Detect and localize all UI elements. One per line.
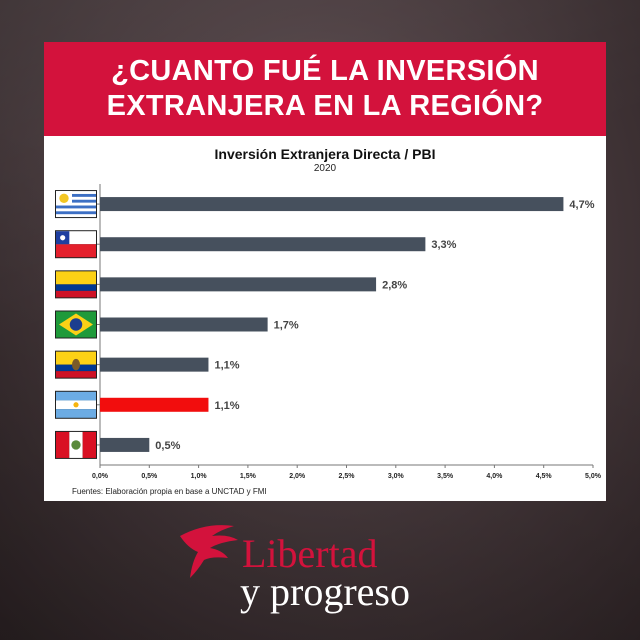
x-tick-label: 1,5% xyxy=(240,473,257,480)
bar-argentina xyxy=(100,397,209,412)
brand-line-1: Libertad xyxy=(242,531,378,576)
bar-colombia xyxy=(100,277,377,292)
x-tick-label: 4,5% xyxy=(536,473,553,480)
brazil-flag xyxy=(55,310,97,339)
x-tick-label: 3,0% xyxy=(388,473,405,480)
x-tick-label: 2,5% xyxy=(339,473,356,480)
x-tick-label: 4,0% xyxy=(486,473,503,480)
value-label-uruguay: 4,7% xyxy=(569,199,594,211)
uruguay-flag xyxy=(55,190,97,219)
value-label-argentina: 1,1% xyxy=(214,400,239,412)
brand-logo: Libertad y progreso xyxy=(176,512,476,614)
title-banner: ¿CUANTO FUÉ LA INVERSIÓN EXTRANJERA EN L… xyxy=(44,42,606,136)
argentina-flag xyxy=(55,390,97,419)
bar-brasil xyxy=(100,317,268,332)
bar-perú xyxy=(100,437,150,452)
value-label-ecuador: 1,1% xyxy=(214,360,239,372)
bar-ecuador xyxy=(100,357,209,372)
value-label-perú: 0,5% xyxy=(155,440,180,452)
chart-source: Fuentes: Elaboración propia en base a UN… xyxy=(72,487,267,496)
bar-chart: 4,7% 3,3% 2,8% 1,7% 1,1% 1,1% 0,5% 0,0% 0,5% 1,0%… xyxy=(55,184,602,480)
colombia-flag xyxy=(55,270,97,299)
brand-line-2: y progreso xyxy=(240,569,410,614)
ecuador-flag xyxy=(55,350,97,379)
x-tick-label: 5,0% xyxy=(585,473,602,480)
chart-title: Inversión Extranjera Directa / PBI xyxy=(214,146,436,162)
peru-flag xyxy=(55,430,97,459)
bar-chile xyxy=(100,237,426,252)
value-label-colombia: 2,8% xyxy=(382,279,407,291)
x-tick-label: 0,5% xyxy=(141,473,158,480)
value-label-brasil: 1,7% xyxy=(274,320,299,332)
value-label-chile: 3,3% xyxy=(431,239,456,251)
chile-flag xyxy=(55,230,97,259)
x-tick-label: 0,0% xyxy=(92,473,109,480)
chart-subtitle: 2020 xyxy=(313,163,337,174)
x-tick-label: 3,5% xyxy=(437,473,454,480)
bar-uruguay xyxy=(100,197,564,212)
title-line-2: EXTRANJERA EN LA REGIÓN? xyxy=(106,90,544,122)
x-tick-label: 1,0% xyxy=(191,473,208,480)
title-line-1: ¿CUANTO FUÉ LA INVERSIÓN xyxy=(111,55,539,87)
x-tick-label: 2,0% xyxy=(289,473,306,480)
bird-logo-icon xyxy=(180,525,238,578)
chart-card: Inversión Extranjera Directa / PBI 2020 … xyxy=(44,136,606,501)
